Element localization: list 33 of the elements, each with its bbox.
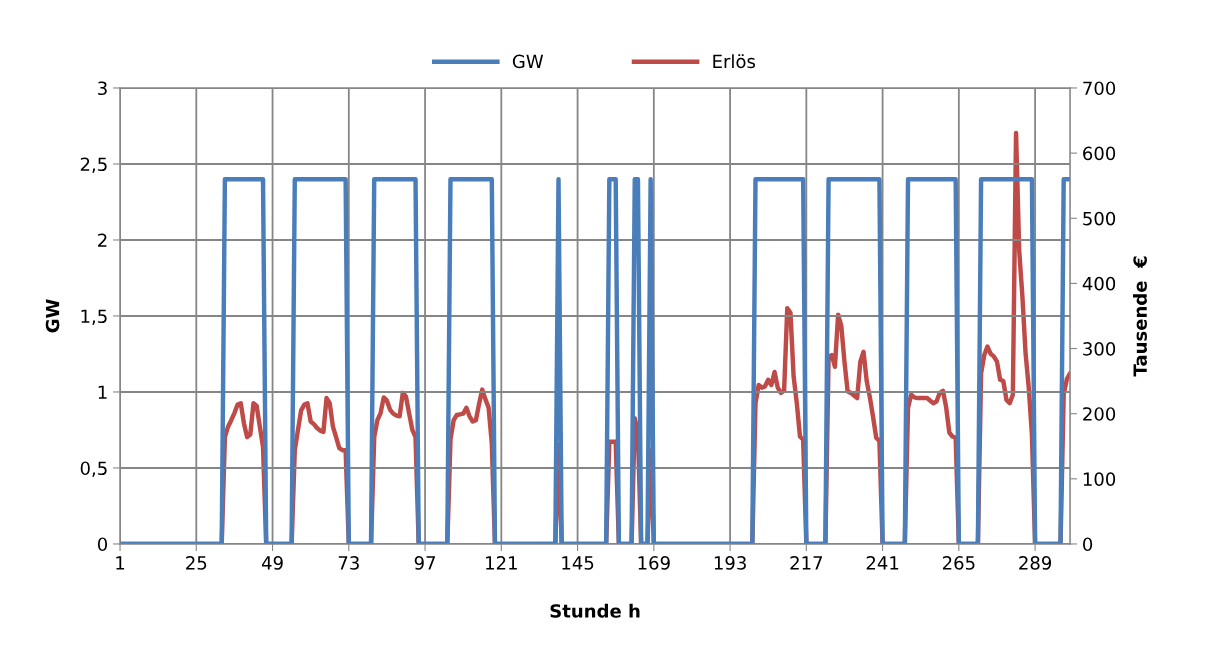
x-tick-label: 193	[714, 556, 746, 570]
x-tick-label: 241	[866, 556, 899, 570]
y2-tick-label: 0	[1083, 537, 1093, 552]
x-tick-label: 289	[1019, 556, 1052, 570]
y2-axis-title: Tausende €	[1132, 256, 1147, 377]
y-axis-title: GW	[45, 299, 60, 333]
y2-tick-label: 500	[1083, 211, 1116, 226]
x-tick-label: 25	[186, 556, 207, 570]
x-tick-label: 73	[338, 556, 359, 570]
y-tick-label: 0,5	[80, 461, 107, 477]
y-tick-label: 3	[98, 81, 107, 96]
y-tick-label: 1,5	[81, 309, 107, 325]
x-tick-label: 265	[942, 556, 975, 570]
y-tick-label: 1	[98, 385, 107, 399]
x-tick-label: 145	[562, 556, 594, 570]
y2-tick-label: 700	[1083, 81, 1116, 96]
x-tick-label: 169	[638, 556, 670, 570]
x-tick-label: 49	[261, 556, 283, 570]
y2-tick-label: 300	[1083, 342, 1116, 356]
y2-tick-label: 100	[1083, 472, 1116, 486]
x-tick-label: 97	[414, 556, 436, 570]
x-axis-title: Stunde h	[550, 603, 640, 618]
y-tick-label: 2	[98, 233, 107, 247]
y2-tick-label: 600	[1083, 146, 1116, 161]
legend-label: GW	[512, 54, 544, 69]
x-tick-label: 1	[116, 556, 125, 570]
legend-label: Erlös	[713, 54, 756, 69]
x-tick-label: 217	[790, 556, 823, 570]
y-tick-label: 0	[97, 537, 108, 552]
x-tick-label: 121	[486, 556, 517, 570]
y2-tick-label: 200	[1083, 407, 1116, 421]
y2-tick-label: 400	[1082, 276, 1116, 291]
y-tick-label: 2,5	[80, 157, 107, 173]
